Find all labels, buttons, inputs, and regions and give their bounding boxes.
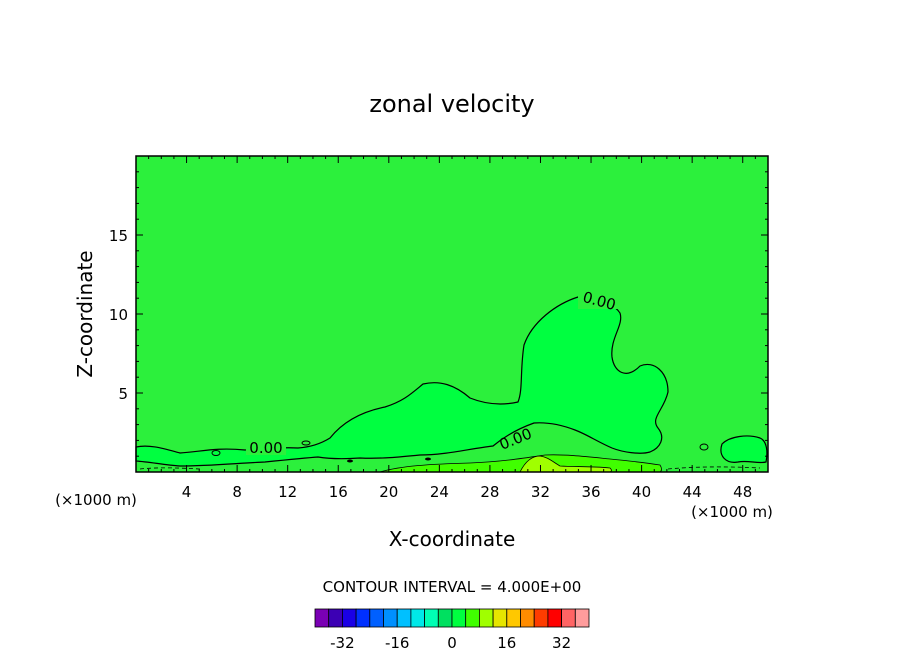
negative-contour-west <box>139 467 201 470</box>
colorbar-swatch <box>437 608 453 628</box>
colorbar: -32 -16 0 16 32 <box>314 608 590 652</box>
x-tick-label: 44 <box>683 483 702 501</box>
colorbar-tick-label: 32 <box>552 634 571 652</box>
x-tick-label: 16 <box>329 483 348 501</box>
colorbar-tick-label: -16 <box>385 634 410 652</box>
colorbar-swatch <box>520 608 535 628</box>
colorbar-swatch <box>410 608 425 628</box>
x-tick-label: 20 <box>379 483 398 501</box>
colorbar-tick-label: -32 <box>330 634 355 652</box>
positive-velocity-region <box>135 296 669 467</box>
x-tick-label: 12 <box>278 483 297 501</box>
colorbar-swatch <box>383 608 398 628</box>
x-tick-label: 36 <box>581 483 600 501</box>
x-tick-label: 48 <box>733 483 752 501</box>
small-contour-1 <box>211 450 221 456</box>
colorbar-swatch <box>506 608 521 628</box>
small-contour-3 <box>699 443 709 451</box>
colorbar-swatch <box>561 608 576 628</box>
small-contour-4 <box>425 457 431 461</box>
contour-label-1: 0.00 <box>249 439 282 457</box>
colorbar-swatch <box>547 608 563 628</box>
small-contour-2 <box>301 440 311 446</box>
x-tick-label: 4 <box>182 483 192 501</box>
colorbar-swatch <box>369 608 384 628</box>
negative-contour-east <box>667 466 761 470</box>
x-tick-label: 24 <box>430 483 449 501</box>
colorbar-swatch <box>533 608 549 628</box>
colorbar-swatch <box>341 608 357 628</box>
x-units-right: (×1000 m) <box>691 503 773 521</box>
colorbar-swatch <box>574 608 590 628</box>
x-tick-label: 28 <box>480 483 499 501</box>
y-axis-label: Z-coordinate <box>73 250 97 377</box>
x-tick-label: 8 <box>232 483 242 501</box>
small-contour-5 <box>347 459 353 463</box>
colorbar-swatch <box>355 608 371 628</box>
colorbar-swatch <box>478 608 494 628</box>
colorbar-swatch <box>314 608 330 628</box>
colorbar-swatch <box>492 608 508 628</box>
colorbar-swatch <box>328 608 343 628</box>
x-tick-label: 32 <box>531 483 550 501</box>
plot-area: 0.00 0.00 0.00 <box>135 155 769 473</box>
colorbar-swatch <box>451 608 467 628</box>
x-tick-label: 40 <box>632 483 651 501</box>
y-tick-label: 10 <box>109 306 128 324</box>
colorbar-swatch <box>396 608 412 628</box>
eastern-cell <box>720 435 768 464</box>
chart-title: zonal velocity <box>369 90 534 118</box>
colorbar-tick-label: 16 <box>497 634 516 652</box>
x-axis: 4 8 12 16 20 24 28 32 36 40 44 48 <box>148 156 756 501</box>
y-tick-label: 15 <box>109 227 128 245</box>
contour-interval: CONTOUR INTERVAL = 4.000E+00 <box>323 578 582 596</box>
x-axis-label: X-coordinate <box>389 527 516 551</box>
surface-band <box>519 455 612 473</box>
colorbar-swatch <box>465 608 480 628</box>
y-axis: 5 10 15 <box>109 171 768 457</box>
colorbar-swatch <box>424 608 439 628</box>
x-units-left: (×1000 m) <box>55 491 137 509</box>
y-tick-label: 5 <box>118 385 128 403</box>
colorbar-tick-label: 0 <box>447 634 457 652</box>
